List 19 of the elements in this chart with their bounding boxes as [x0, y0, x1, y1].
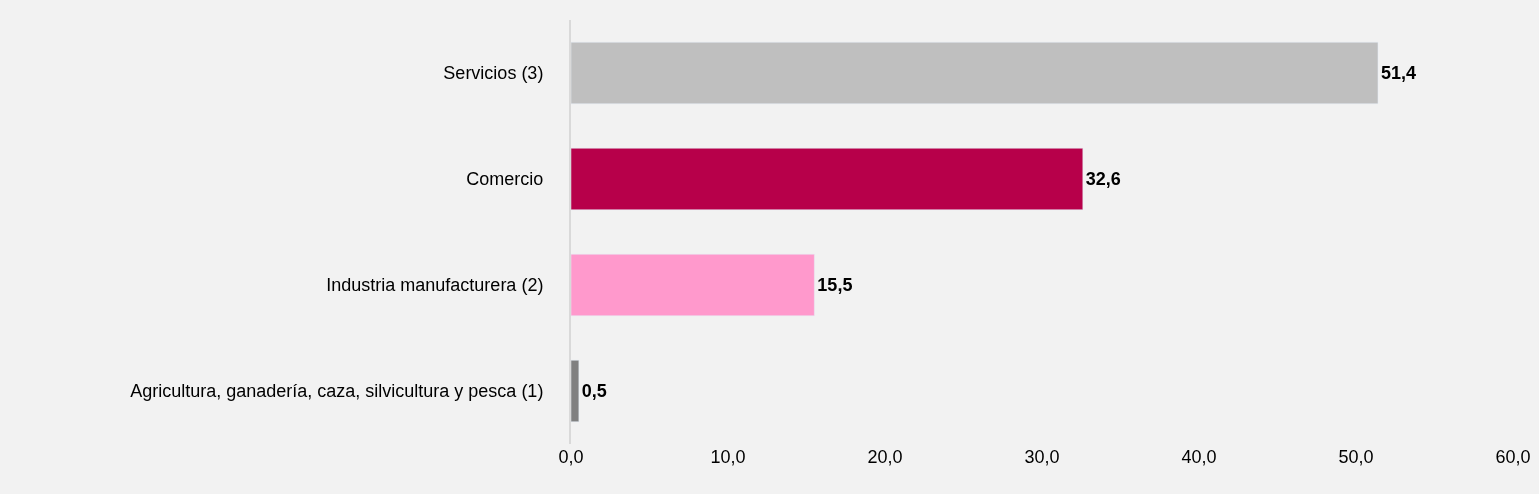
x-tick-label: 50,0 — [1338, 447, 1374, 467]
data-label: 0,5 — [581, 381, 607, 401]
bar — [571, 360, 580, 422]
x-tick-label: 10,0 — [710, 447, 746, 467]
x-tick-label: 40,0 — [1181, 447, 1217, 467]
x-tick-label: 0,0 — [558, 447, 584, 467]
bar — [571, 42, 1379, 104]
y-tick-label: Comercio — [466, 169, 544, 190]
bar — [571, 148, 1084, 210]
x-tick-label: 20,0 — [867, 447, 903, 467]
bar — [571, 254, 815, 316]
data-label: 51,4 — [1380, 63, 1417, 83]
x-tick-label: 60,0 — [1495, 447, 1531, 467]
y-tick-label: Agricultura, ganadería, caza, silvicultura y pesca (1) — [130, 381, 544, 402]
x-tick-label: 30,0 — [1024, 447, 1060, 467]
data-label: 15,5 — [817, 275, 853, 295]
data-label: 32,6 — [1085, 169, 1121, 189]
y-tick-label: Servicios (3) — [443, 63, 544, 84]
y-tick-label: Industria manufacturera (2) — [326, 275, 544, 296]
